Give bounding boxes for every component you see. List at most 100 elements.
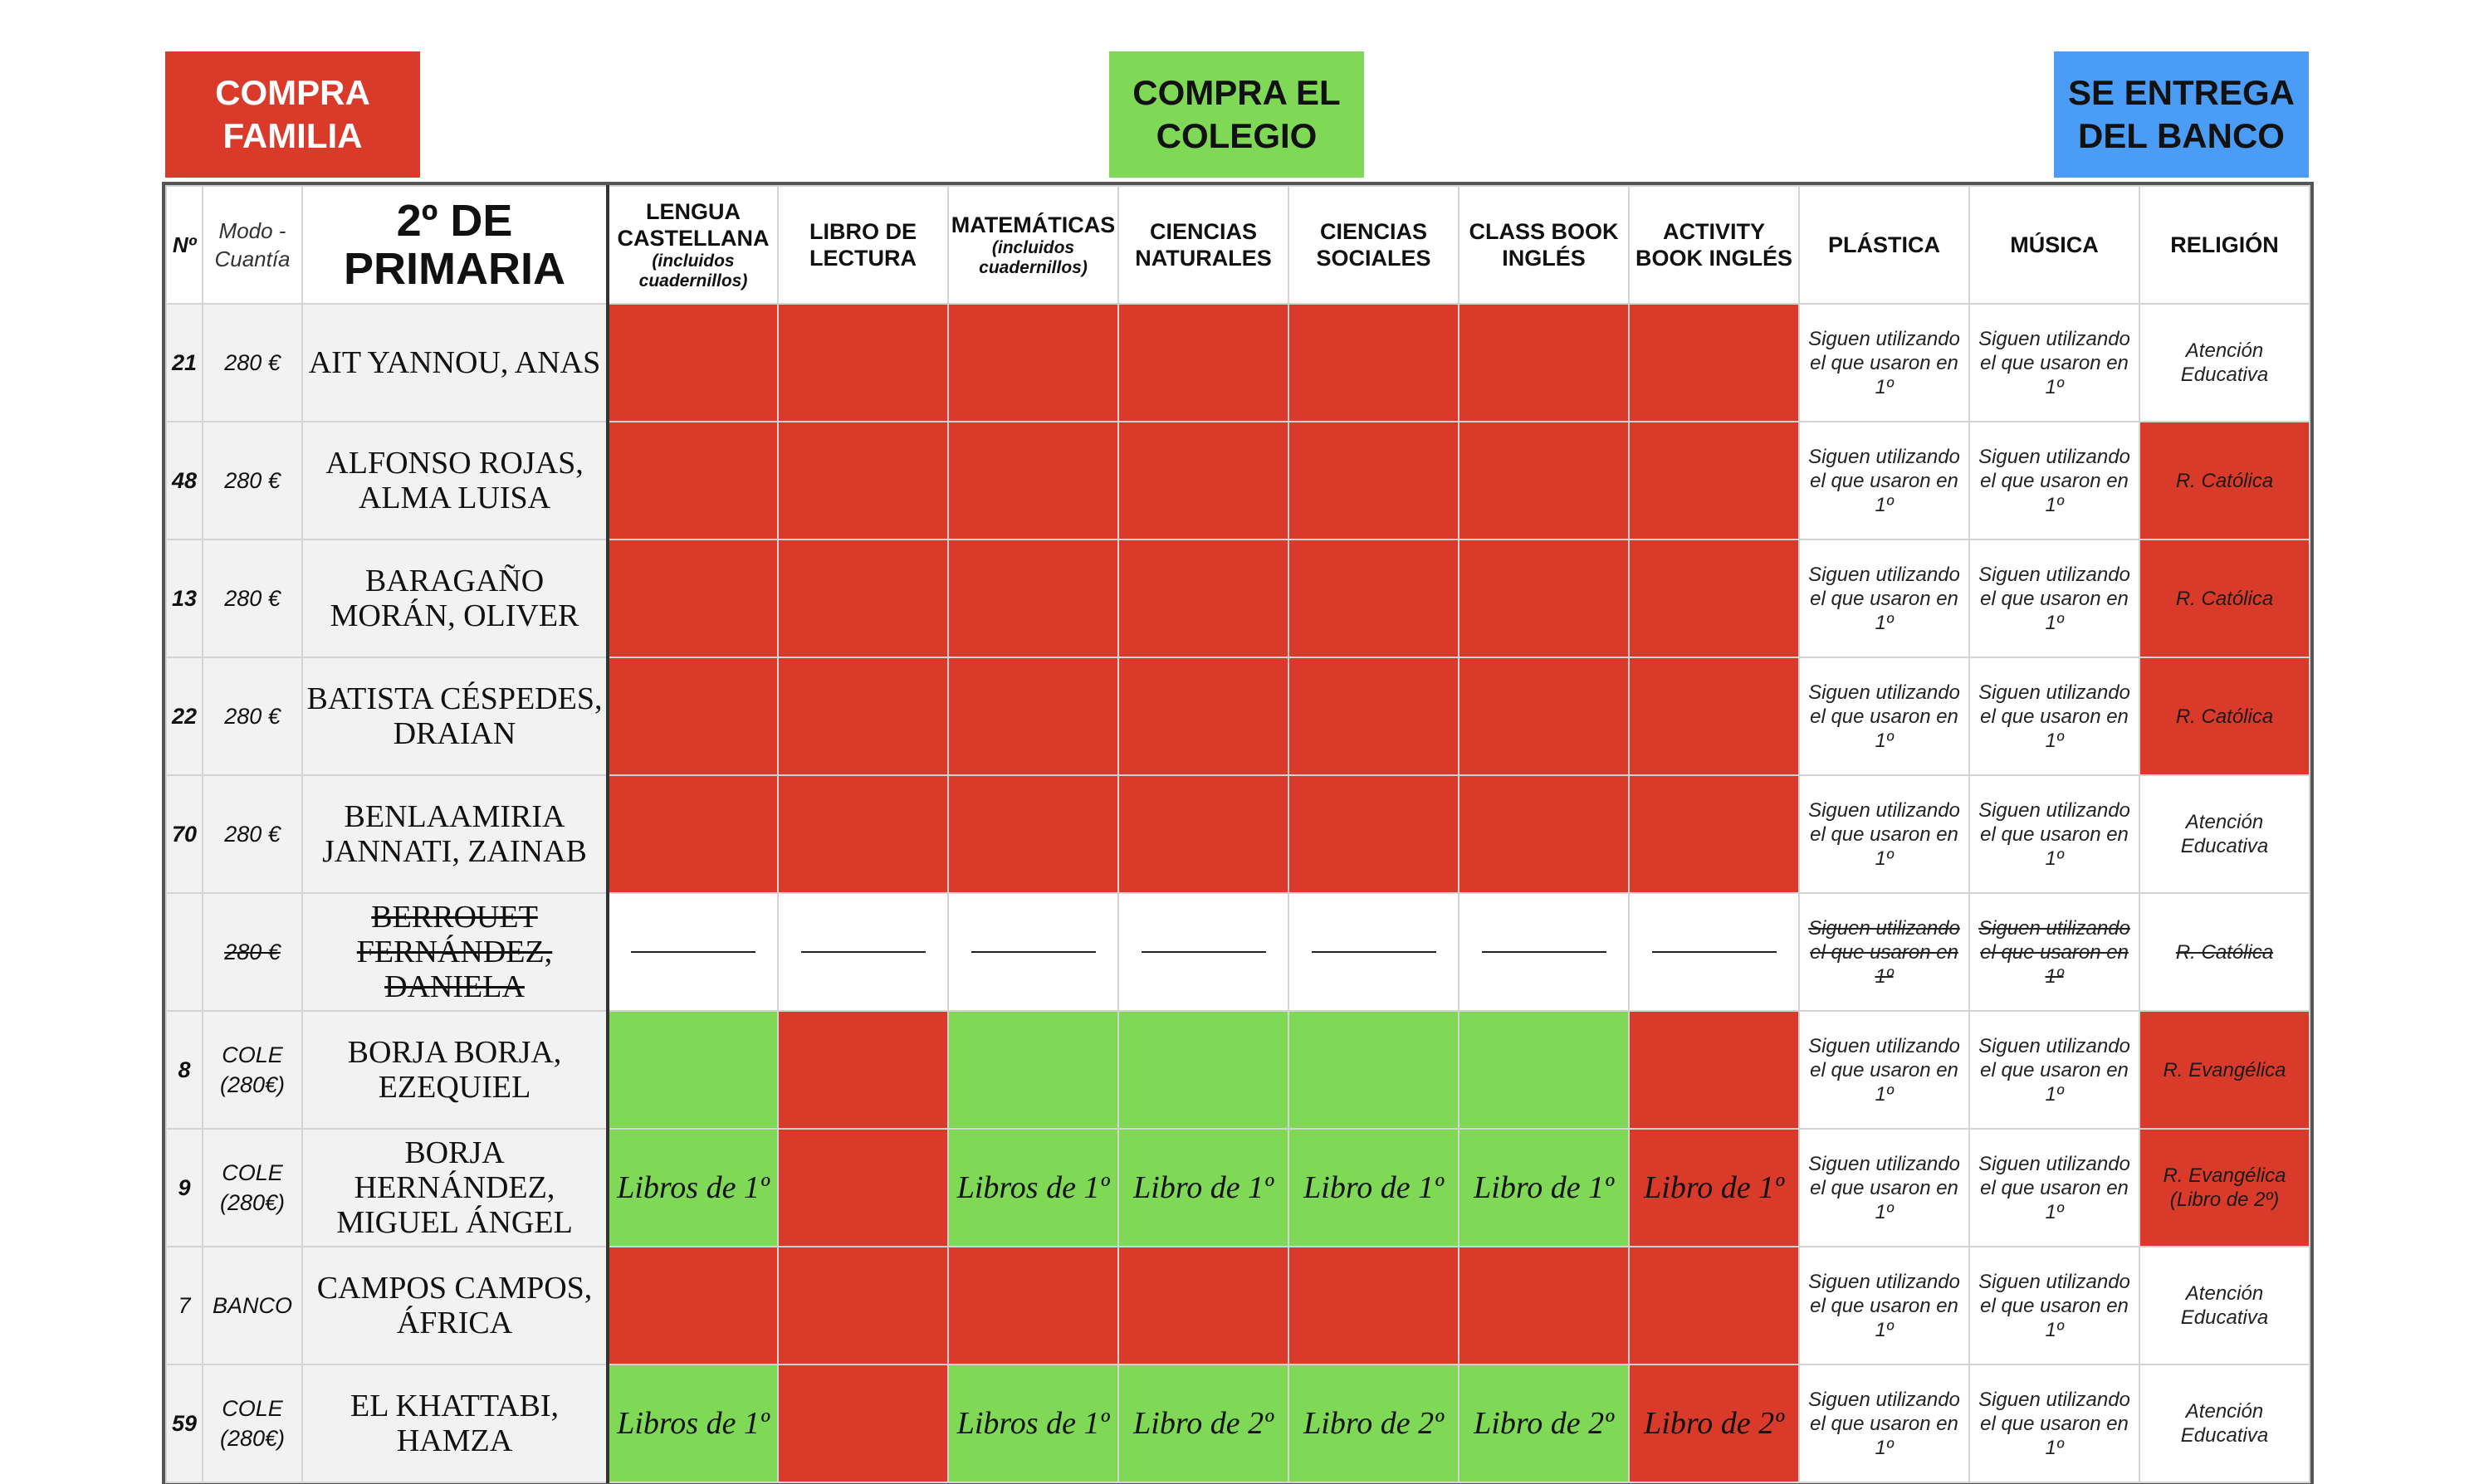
row-modo: 280 € [202,774,303,894]
book-cell [606,1246,779,1365]
book-cell [777,657,949,776]
subject-label: MATEMÁTICAS [951,212,1116,237]
musica-note: Siguen utilizando el que usaron en 1º [1968,303,2140,422]
dash-line [631,950,755,953]
book-cell [947,657,1119,776]
musica-note: Siguen utilizando el que usaron en 1º [1968,1128,2140,1247]
table-row: 21 280 € AIT YANNOU, ANAS Siguen utilizando… [165,303,2310,422]
table-row: 280 € BERROUET FERNÁNDEZ, DANIELA Siguen u… [165,892,2310,1012]
row-number: 48 [165,421,203,540]
musica-note: Siguen utilizando el que usaron en 1º [1968,892,2140,1012]
book-cell [947,303,1119,422]
row-number: 8 [165,1010,203,1130]
subject-note: (incluidos cuadernillos) [638,251,748,290]
header-subject: MATEMÁTICAS (incluidos cuadernillos) [947,185,1119,305]
book-cell: Libro de 2º [1288,1364,1459,1483]
row-modo: 280 € [202,303,303,422]
row-number: 21 [165,303,203,422]
row-number: 70 [165,774,203,894]
book-note: Libro de 1º [1303,1170,1444,1205]
header-subject: CIENCIAS SOCIALES [1288,185,1459,305]
book-cell [947,1246,1119,1365]
plastica-note: Siguen utilizando el que usaron en 1º [1798,539,1970,658]
dash-line [1311,950,1436,953]
subject-label: LIBRO DE LECTURA [809,219,917,271]
book-cell: Libro de 1º [1628,1128,1800,1247]
table-row: 8 COLE (280€) BORJA BORJA, EZEQUIEL Siguen … [165,1010,2310,1130]
book-cell [606,657,779,776]
book-cell [1628,1010,1800,1130]
book-cell [1458,1246,1630,1365]
book-cell [947,1010,1119,1130]
book-cell [1628,774,1800,894]
book-cell [1628,1246,1800,1365]
musica-note: Siguen utilizando el que usaron en 1º [1968,1246,2140,1365]
book-cell [1628,657,1800,776]
plastica-note: Siguen utilizando el que usaron en 1º [1798,303,1970,422]
book-cell [1628,303,1800,422]
book-cell [1288,539,1459,658]
book-cell [1458,539,1630,658]
book-cell: Libros de 1º [947,1364,1119,1483]
student-name: BORJA HERNÁNDEZ, MIGUEL ÁNGEL [301,1128,609,1247]
book-cell [947,421,1119,540]
legend-compra-familia: COMPRA FAMILIA [165,51,420,178]
subject-label: CIENCIAS SOCIALES [1316,219,1431,271]
religion-cell: Atención Educativa [2139,1246,2310,1365]
book-note: Libro de 2º [1133,1406,1274,1441]
book-note: Libro de 2º [1474,1406,1614,1441]
header-subject: ACTIVITY BOOK INGLÉS [1628,185,1800,305]
book-cell [1628,892,1800,1012]
book-cell: Libro de 2º [1628,1364,1800,1483]
books-table: Nº Modo - Cuantía 2º DE PRIMARIA LENGUA … [162,182,2314,1484]
row-modo: COLE (280€) [202,1128,303,1247]
row-number: 9 [165,1128,203,1247]
book-cell: Libros de 1º [606,1128,779,1247]
header-modo: Modo - Cuantía [202,185,303,305]
book-cell [1288,421,1459,540]
dash-line [800,950,926,953]
book-cell [1117,657,1289,776]
book-cell [777,1010,949,1130]
table-row: 9 COLE (280€) BORJA HERNÁNDEZ, MIGUEL ÁNGE… [165,1128,2310,1247]
religion-cell: R. Católica [2139,539,2310,658]
book-cell [1117,892,1289,1012]
student-name: BERROUET FERNÁNDEZ, DANIELA [301,892,609,1012]
table-row: 13 280 € BARAGAÑO MORÁN, OLIVER Siguen util… [165,539,2310,658]
plastica-note: Siguen utilizando el que usaron en 1º [1798,1010,1970,1130]
legend-compra-familia-label: COMPRA FAMILIA [215,73,370,155]
header-row: Nº Modo - Cuantía 2º DE PRIMARIA LENGUA … [165,185,2310,305]
student-name: BENLAAMIRIA JANNATI, ZAINAB [301,774,609,894]
row-number: 22 [165,657,203,776]
book-cell: Libro de 1º [1288,1128,1459,1247]
musica-note: Siguen utilizando el que usaron en 1º [1968,539,2140,658]
book-cell [777,1128,949,1247]
book-cell [777,774,949,894]
book-cell: Libro de 1º [1117,1128,1289,1247]
row-number [165,892,203,1012]
row-modo: 280 € [202,421,303,540]
book-cell [1458,421,1630,540]
row-number: 13 [165,539,203,658]
book-note: Libros de 1º [956,1406,1110,1441]
book-cell [1458,892,1630,1012]
book-cell [606,774,779,894]
row-modo: COLE (280€) [202,1010,303,1130]
book-cell [947,539,1119,658]
book-note: Libro de 1º [1133,1170,1274,1205]
table-row: 7 BANCO CAMPOS CAMPOS, ÁFRICA Siguen utiliz… [165,1246,2310,1365]
book-note: Libros de 1º [617,1170,770,1205]
table-row: 48 280 € ALFONSO ROJAS, ALMA LUISA Siguen u… [165,421,2310,540]
book-cell [1458,303,1630,422]
book-note: Libro de 1º [1474,1170,1614,1205]
book-cell [1458,1010,1630,1130]
table-row: 59 COLE (280€) EL KHATTABI, HAMZA Libros de… [165,1364,2310,1483]
row-modo: COLE (280€) [202,1364,303,1483]
book-cell [606,892,779,1012]
header-subject: RELIGIÓN [2139,185,2310,305]
book-cell [777,539,949,658]
table-row: 22 280 € BATISTA CÉSPEDES, DRAIAN Siguen ut… [165,657,2310,776]
student-name: BORJA BORJA, EZEQUIEL [301,1010,609,1130]
book-cell [1288,774,1459,894]
dash-line [971,950,1096,953]
